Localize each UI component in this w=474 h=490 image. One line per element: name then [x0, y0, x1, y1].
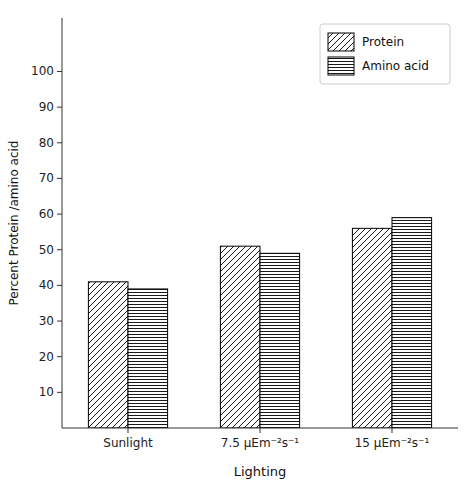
bars — [88, 218, 431, 428]
bar — [128, 289, 168, 428]
y-tick-label: 20 — [39, 350, 54, 364]
x-tick-label: 7.5 μEm⁻²s⁻¹ — [221, 436, 300, 450]
y-tick-label: 30 — [39, 314, 54, 328]
bar — [260, 253, 300, 428]
y-tick-label: 60 — [39, 207, 54, 221]
y-tick — [57, 107, 62, 108]
y-axis — [62, 18, 63, 428]
y-tick-label: 90 — [39, 100, 54, 114]
bar — [352, 228, 392, 428]
x-axis-label: Lighting — [234, 464, 287, 479]
y-tick — [57, 71, 62, 72]
legend-box — [320, 24, 450, 84]
y-tick-label: 50 — [39, 243, 54, 257]
x-tick-label: Sunlight — [103, 436, 153, 450]
chart: 10 20 30 40 50 60 70 80 90 100 Sunlight 7.5 μEm⁻²s⁻… — [0, 0, 474, 490]
y-tick-label: 80 — [39, 136, 54, 150]
y-tick — [57, 321, 62, 322]
legend-swatch — [328, 57, 354, 75]
x-tick-label: 15 μEm⁻²s⁻¹ — [355, 436, 430, 450]
y-axis-label: Percent Protein /amino acid — [7, 141, 21, 306]
x-tick — [128, 428, 129, 433]
y-tick-label: 70 — [39, 171, 54, 185]
legend-label: Amino acid — [362, 59, 429, 73]
x-tick — [392, 428, 393, 433]
y-tick — [57, 392, 62, 393]
y-tick — [57, 178, 62, 179]
y-tick — [57, 214, 62, 215]
legend: Protein Amino acid — [320, 24, 450, 84]
y-tick — [57, 142, 62, 143]
y-tick-label: 100 — [31, 64, 54, 78]
y-tick-label: 40 — [39, 278, 54, 292]
y-tick — [57, 249, 62, 250]
y-tick — [57, 285, 62, 286]
y-tick — [57, 356, 62, 357]
bar — [88, 282, 128, 428]
bar — [220, 246, 260, 428]
bar — [392, 218, 432, 428]
x-tick — [260, 428, 261, 433]
legend-label: Protein — [362, 35, 404, 49]
y-tick-label: 10 — [39, 385, 54, 399]
legend-swatch — [328, 33, 354, 51]
